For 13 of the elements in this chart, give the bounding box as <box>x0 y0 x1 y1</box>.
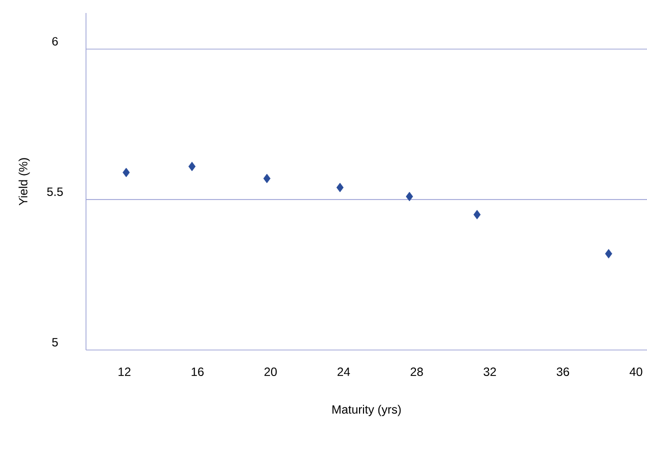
x-tick-label: 40 <box>630 368 642 376</box>
y-tick-label: 5.5 <box>47 188 63 196</box>
y-tick-label: 5 <box>52 338 58 346</box>
x-tick-label: 24 <box>338 368 350 376</box>
x-tick-label: 12 <box>118 368 130 376</box>
y-tick-label: 6 <box>52 37 58 46</box>
x-tick-label: 20 <box>264 368 277 376</box>
x-tick-label: 36 <box>556 368 570 376</box>
x-axis-title: Maturity (yrs) <box>332 404 401 416</box>
y-axis-title: Yield (%) <box>18 158 30 206</box>
x-tick-label: 32 <box>484 368 496 376</box>
x-tick-label: 28 <box>410 368 423 376</box>
x-tick-label: 16 <box>192 368 204 376</box>
